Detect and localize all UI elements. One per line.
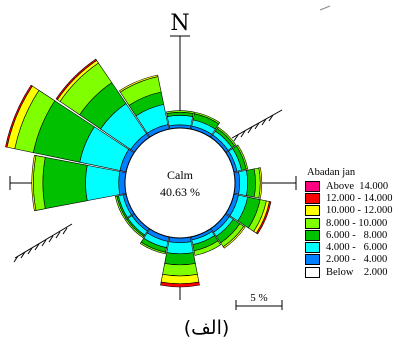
legend-label: Below 2.000 xyxy=(326,266,388,278)
sector-band xyxy=(42,156,88,210)
legend-swatch xyxy=(305,242,320,254)
sector-e xyxy=(233,167,263,199)
scale-bar-label: 5 % xyxy=(250,292,267,304)
sector-band xyxy=(139,241,166,255)
sector-se xyxy=(210,213,246,249)
calm-circle xyxy=(124,127,236,239)
stray-mark xyxy=(319,5,331,11)
sector-band xyxy=(236,144,249,170)
sector-ne xyxy=(210,126,237,153)
sector-band xyxy=(55,58,98,101)
legend-swatch xyxy=(305,180,320,192)
calm-value: 40.63 % xyxy=(160,185,200,199)
sector-band xyxy=(238,169,248,197)
legend-label: 8.000 - 10.000 xyxy=(326,217,388,229)
sector-band xyxy=(166,115,194,127)
sector-band xyxy=(216,126,237,147)
legend-item: 2.000 - 4.000 xyxy=(305,254,393,266)
sector-band xyxy=(119,74,159,93)
sector-nw xyxy=(55,58,150,153)
chart-decorations xyxy=(9,5,331,310)
sector-band xyxy=(114,195,127,220)
sector-band xyxy=(193,240,222,256)
sector-w xyxy=(31,154,127,212)
sector-band xyxy=(160,273,200,285)
legend-title: Abadan jan xyxy=(307,167,356,178)
legend-swatch xyxy=(305,254,320,266)
legend-swatch xyxy=(305,266,320,278)
legend-swatch xyxy=(305,192,320,204)
sector-band xyxy=(160,281,200,288)
legend-label: 12.000 - 14.000 xyxy=(326,192,393,204)
sector-ene xyxy=(225,144,249,173)
sector-band xyxy=(164,252,196,266)
sector-nnw xyxy=(119,74,170,138)
legend-swatch xyxy=(305,217,320,229)
legend-label: Above 14.000 xyxy=(326,180,389,192)
coastline-upper-right xyxy=(231,109,283,139)
legend-swatch xyxy=(305,229,320,241)
north-label: N xyxy=(170,11,189,36)
sector-band xyxy=(85,164,121,202)
legend-item: 6.000 - 8.000 xyxy=(305,229,393,241)
coastline-hatch-lower-left xyxy=(13,227,68,263)
calm-label: Calm xyxy=(167,168,194,182)
legend: Abadan jan Above 14.000 12.000 - 14.000 10… xyxy=(305,167,393,278)
legend-swatch xyxy=(305,205,320,217)
legend-item: 12.000 - 14.000 xyxy=(305,192,393,204)
legend-item: 8.000 - 10.000 xyxy=(305,217,393,229)
sector-ese xyxy=(225,193,272,235)
legend-item: 4.000 - 6.000 xyxy=(305,241,393,254)
legend-label: 10.000 - 12.000 xyxy=(326,205,393,217)
coastline-hatch-upper-right xyxy=(233,114,274,142)
sector-sw xyxy=(124,213,150,239)
legend-item: Below 2.000 xyxy=(305,266,393,278)
legend-label: 4.000 - 6.000 xyxy=(326,242,388,254)
figure-caption: (الف) xyxy=(183,317,230,339)
coastline-lower-left xyxy=(14,223,73,259)
sector-band xyxy=(162,263,198,277)
legend-label: 6.000 - 8.000 xyxy=(326,229,388,241)
sector-band xyxy=(166,241,194,255)
legend-item: 10.000 - 12.000 xyxy=(305,205,393,217)
sector-band xyxy=(222,225,246,249)
sector-ssw xyxy=(139,228,170,255)
sector-band xyxy=(5,84,33,148)
legend-items: Above 14.000 12.000 - 14.000 10.000 - 12.0… xyxy=(305,180,393,278)
sector-band xyxy=(166,110,194,114)
legend-item: Above 14.000 xyxy=(305,180,393,192)
sector-band xyxy=(255,201,272,235)
sector-band xyxy=(258,167,263,199)
sector-band xyxy=(246,168,256,198)
sector-wnw xyxy=(5,84,135,173)
sector-band xyxy=(194,111,221,125)
sector-band xyxy=(31,154,37,212)
sector-n xyxy=(166,110,194,130)
wind-rose-sectors xyxy=(5,58,272,288)
sector-band xyxy=(124,218,145,239)
legend-label: 2.000 - 4.000 xyxy=(326,254,388,266)
